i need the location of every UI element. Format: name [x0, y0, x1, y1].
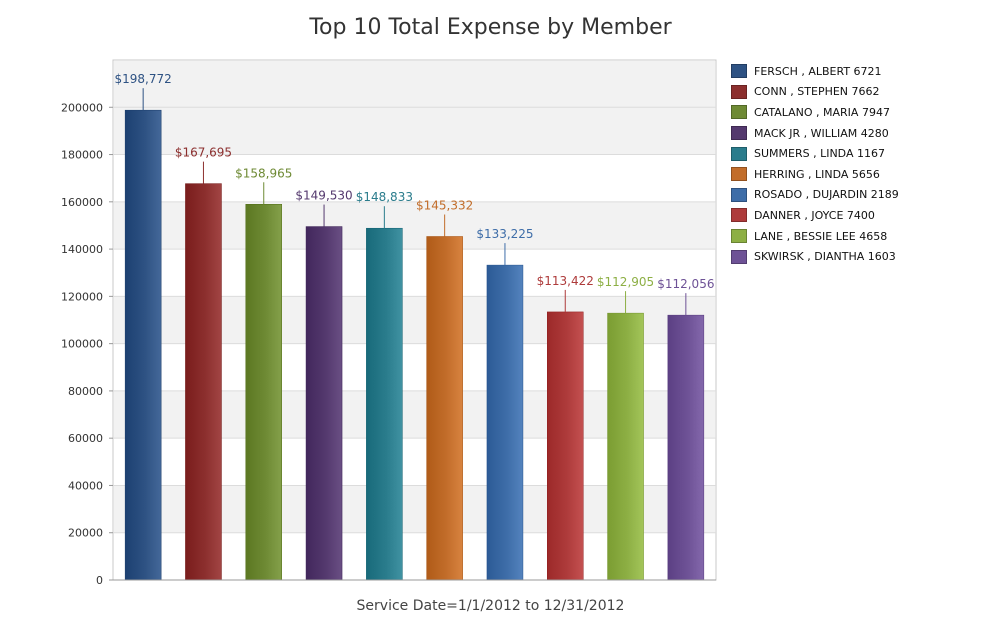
- legend-label: MACK JR , WILLIAM 4280: [754, 126, 889, 140]
- legend-label: SUMMERS , LINDA 1167: [754, 147, 885, 161]
- data-label: $198,772: [115, 72, 172, 86]
- legend-item: MACK JR , WILLIAM 4280: [731, 123, 951, 144]
- y-tick-label: 40000: [68, 479, 103, 492]
- bar: [185, 183, 222, 581]
- data-label: $149,530: [295, 189, 352, 203]
- bar: [426, 236, 463, 581]
- y-tick-label: 20000: [68, 527, 103, 540]
- y-tick-label: 100000: [61, 338, 103, 351]
- legend-swatch: [731, 146, 747, 161]
- data-label: $112,905: [597, 275, 654, 289]
- legend-item: CONN , STEPHEN 7662: [731, 82, 951, 103]
- legend-label: FERSCH , ALBERT 6721: [754, 64, 882, 78]
- legend-label: CONN , STEPHEN 7662: [754, 85, 880, 99]
- data-label: $158,965: [235, 166, 292, 180]
- legend-item: SUMMERS , LINDA 1167: [731, 143, 951, 164]
- y-tick-label: 80000: [68, 385, 103, 398]
- data-label: $145,332: [416, 198, 473, 212]
- bar: [667, 314, 705, 581]
- legend-swatch: [731, 84, 747, 99]
- data-label: $112,056: [657, 277, 714, 291]
- legend-item: CATALANO , MARIA 7947: [731, 102, 951, 123]
- data-label: $113,422: [537, 274, 594, 288]
- grid-band: [114, 61, 715, 108]
- legend-swatch: [731, 187, 747, 202]
- legend-swatch: [731, 167, 747, 182]
- data-label: $133,225: [476, 227, 533, 241]
- chart-title: Top 10 Total Expense by Member: [309, 15, 672, 40]
- bar: [486, 264, 524, 581]
- y-tick-label: 160000: [61, 196, 103, 209]
- bar: [547, 311, 584, 581]
- y-tick-label: 180000: [61, 149, 103, 162]
- legend-item: ROSADO , DUJARDIN 2189: [731, 185, 951, 206]
- legend-label: DANNER , JOYCE 7400: [754, 208, 875, 222]
- x-axis-caption: Service Date=1/1/2012 to 12/31/2012: [356, 598, 625, 614]
- legend-item: HERRING , LINDA 5656: [731, 164, 951, 185]
- legend-swatch: [731, 208, 747, 223]
- legend-item: SKWIRSK , DIANTHA 1603: [731, 246, 951, 267]
- legend-label: LANE , BESSIE LEE 4658: [754, 229, 888, 243]
- grid-band: [114, 107, 715, 155]
- legend-label: ROSADO , DUJARDIN 2189: [754, 188, 899, 202]
- legend-item: LANE , BESSIE LEE 4658: [731, 226, 951, 247]
- bar: [124, 109, 162, 581]
- legend-swatch: [731, 229, 747, 244]
- legend-swatch: [731, 64, 747, 79]
- y-tick-label: 200000: [61, 101, 103, 114]
- legend-label: SKWIRSK , DIANTHA 1603: [754, 250, 896, 264]
- legend-item: FERSCH , ALBERT 6721: [731, 61, 951, 82]
- y-tick-label: 120000: [61, 290, 103, 303]
- data-label: $167,695: [175, 146, 232, 160]
- legend-label: CATALANO , MARIA 7947: [754, 105, 890, 119]
- legend-swatch: [731, 249, 747, 264]
- legend: FERSCH , ALBERT 6721 CONN , STEPHEN 7662 C…: [731, 61, 951, 267]
- bar: [305, 226, 343, 581]
- legend-item: DANNER , JOYCE 7400: [731, 205, 951, 226]
- legend-swatch: [731, 105, 747, 120]
- bar: [245, 204, 282, 581]
- legend-label: HERRING , LINDA 5656: [754, 167, 880, 181]
- data-label: $148,833: [356, 190, 413, 204]
- bar: [607, 312, 644, 581]
- bar: [366, 227, 403, 581]
- y-tick-label: 140000: [61, 243, 103, 256]
- y-tick-label: 60000: [68, 432, 103, 445]
- y-tick-label: 0: [96, 574, 103, 587]
- legend-swatch: [731, 126, 747, 141]
